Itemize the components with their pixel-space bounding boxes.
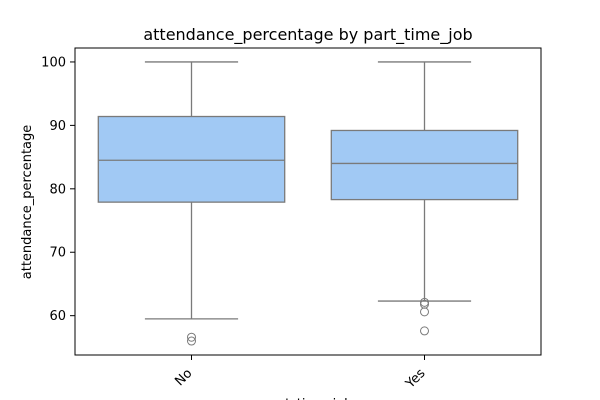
plot-layer (97, 61, 519, 346)
box-yes (330, 61, 519, 336)
y-tick-label-60: 60 (49, 309, 66, 324)
outlier-no-0 (187, 336, 196, 346)
outlier-yes-1 (420, 307, 429, 317)
iqr-box-yes (330, 129, 519, 201)
outlier-yes-3 (420, 297, 429, 307)
y-tick-label-100: 100 (41, 55, 66, 70)
chart-title: attendance_percentage by part_time_job (143, 25, 472, 45)
y-tick-label-90: 90 (49, 119, 66, 134)
outlier-yes-0 (420, 326, 429, 336)
x-tick-label-no: No (172, 366, 195, 389)
axis-layer: 60 70 80 90 100 No Yes (41, 55, 428, 392)
y-tick-label-70: 70 (49, 246, 66, 261)
outlier-no-1 (187, 332, 196, 342)
y-axis-title: attendance_percentage (20, 125, 35, 280)
plot-area-frame (74, 47, 542, 356)
x-axis-title: part_time_job (264, 397, 353, 400)
box-no (97, 61, 286, 346)
y-tick-label-80: 80 (49, 182, 66, 197)
x-tick-label-yes: Yes (402, 366, 428, 392)
iqr-box-no (97, 115, 286, 203)
